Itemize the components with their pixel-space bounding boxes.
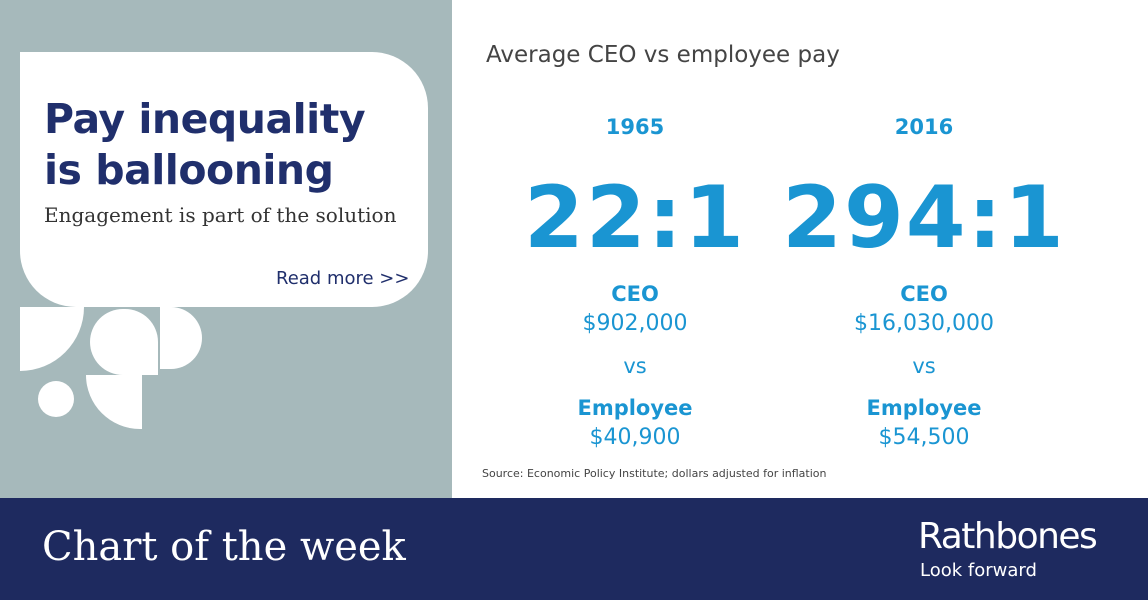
employee-label: Employee [866, 396, 982, 420]
footer-bar [0, 498, 1148, 600]
ceo-label: CEO [900, 282, 948, 306]
employee-pay: $40,900 [589, 425, 681, 450]
headline: Pay inequality is ballooning [44, 95, 366, 194]
year-label: 1965 [605, 115, 665, 139]
ceo-label: CEO [611, 282, 659, 306]
year-label: 2016 [894, 115, 954, 139]
employee-pay: $54,500 [878, 425, 970, 450]
decorative-shape [90, 309, 158, 375]
employee-label: Employee [577, 396, 693, 420]
pay-ratio: 294:1 [782, 168, 1066, 268]
subtitle: Engagement is part of the solution [44, 203, 397, 227]
ceo-pay: $16,030,000 [854, 311, 994, 336]
source-note: Source: Economic Policy Institute; dolla… [482, 467, 827, 480]
ceo-pay: $902,000 [582, 311, 688, 336]
brand-tagline: Look forward [920, 560, 1037, 581]
column-2016: 2016 294:1 CEO $16,030,000 vs Employee $… [774, 112, 1074, 454]
speech-bubble [20, 52, 428, 307]
chart-title: Average CEO vs employee pay [486, 42, 840, 68]
brand-logo: Rathbones [918, 516, 1098, 557]
footer-title: Chart of the week [42, 524, 406, 570]
pay-ratio: 22:1 [524, 168, 746, 268]
vs-label: vs [912, 354, 936, 378]
column-1965: 1965 22:1 CEO $902,000 vs Employee $40,9… [485, 112, 785, 454]
decorative-circle [38, 381, 74, 417]
read-more-link[interactable]: Read more >> [276, 268, 410, 289]
vs-label: vs [623, 354, 647, 378]
